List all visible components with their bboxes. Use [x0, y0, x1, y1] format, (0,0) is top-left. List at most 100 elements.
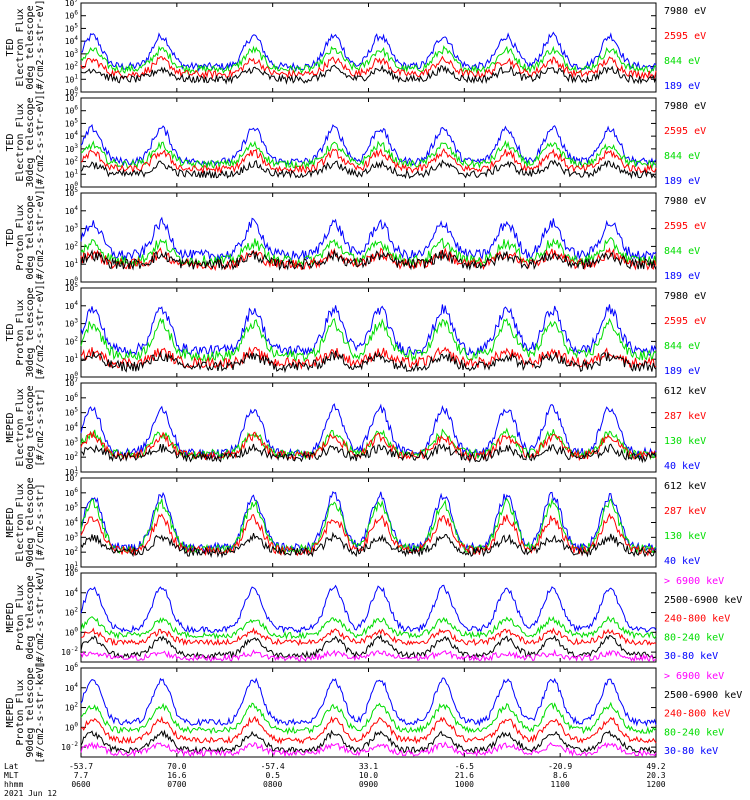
ylabel-4-3: [#/cm2-s-str-eV]: [35, 284, 46, 380]
ytick-label-6-5: 106: [65, 487, 79, 498]
ytick-label-5-3: 104: [65, 422, 79, 433]
ylabel-1-3: [#/cm2-s-str-eV]: [35, 0, 46, 96]
ylabel-8-2: 90deg telescope: [25, 667, 36, 757]
ytick-label-8-0: 10-2: [61, 741, 78, 752]
legend-8-1: 2500-6900 keV: [664, 690, 742, 701]
xtick-lat-3: 33.1: [359, 762, 378, 771]
date-label: 2021 Jun 12: [4, 789, 57, 798]
legend-5-3: 40 keV: [664, 461, 700, 472]
series-2-189-eV: [80, 124, 657, 167]
legend-6-2: 130 keV: [664, 531, 706, 542]
xtick-mlt-3: 10.0: [359, 771, 378, 780]
ylabel-2-1: Electron Flux: [15, 103, 26, 181]
ytick-label-5-0: 101: [65, 466, 79, 477]
ytick-label-1-2: 102: [65, 61, 79, 72]
series-6-130-keV: [80, 497, 657, 555]
series-2-7980-eV: [80, 159, 656, 180]
xtick-hhmm-3: 0900: [359, 780, 378, 789]
ylabel-6-2: 90deg telescope: [25, 477, 36, 567]
legend-8-4: 30-80 keV: [664, 746, 718, 757]
ylabel-3-2: 0deg telescope: [25, 195, 36, 279]
series-7-80-240-keV: [80, 615, 657, 640]
xtick-hhmm-2: 0800: [263, 780, 282, 789]
ytick-label-7-1: 100: [65, 626, 79, 637]
legend-2-0: 7980 eV: [664, 101, 706, 112]
series-8-30-80-keV: [80, 677, 657, 727]
ylabel-5-0: MEPED: [5, 412, 16, 442]
ytick-label-1-3: 103: [65, 48, 79, 59]
legend-7-2: 240-800 keV: [664, 614, 730, 625]
ytick-label-1-0: 100: [65, 86, 79, 97]
ylabel-8-0: MEPED: [5, 697, 16, 727]
ytick-label-1-6: 106: [65, 10, 79, 21]
ytick-label-5-2: 103: [65, 436, 79, 447]
xtick-lat-5: -20.9: [548, 762, 572, 771]
ylabel-6-3: [#/cm2-s-str]: [35, 483, 46, 561]
xrow-label-hhmm: hhmm: [4, 780, 23, 789]
legend-1-1: 2595 eV: [664, 31, 706, 42]
legend-3-1: 2595 eV: [664, 221, 706, 232]
xtick-mlt-6: 20.3: [646, 771, 665, 780]
ytick-label-3-0: 100: [65, 276, 79, 287]
ytick-label-2-6: 106: [65, 105, 79, 116]
series-1-2595-eV: [80, 55, 657, 80]
xtick-hhmm-5: 1100: [551, 780, 570, 789]
series-3-7980-eV: [80, 249, 657, 271]
ytick-label-2-0: 100: [65, 181, 79, 192]
legend-7-0: > 6900 keV: [664, 576, 724, 587]
ytick-label-4-0: 100: [65, 371, 79, 382]
legend-3-2: 844 eV: [664, 246, 700, 257]
series-4-7980-eV: [80, 350, 657, 374]
ylabel-1-1: Electron Flux: [15, 8, 26, 86]
xtick-mlt-1: 16.6: [167, 771, 186, 780]
ytick-label-6-6: 107: [65, 472, 79, 483]
series-4-189-eV: [80, 304, 657, 358]
ytick-label-2-5: 105: [65, 117, 79, 128]
ylabel-5-3: [#/cm2-s-str]: [35, 388, 46, 466]
ylabel-4-0: TED: [5, 323, 16, 341]
xtick-hhmm-4: 1000: [455, 780, 474, 789]
ylabel-7-2: 0deg telescope: [25, 575, 36, 659]
ytick-label-3-1: 101: [65, 258, 79, 269]
ytick-label-6-3: 104: [65, 517, 79, 528]
ytick-label-3-5: 105: [65, 187, 79, 198]
xtick-lat-4: -6.5: [455, 762, 474, 771]
series-7--6900-keV: [80, 648, 657, 663]
xtick-lat-1: 70.0: [167, 762, 186, 771]
ytick-label-5-4: 105: [65, 407, 79, 418]
ytick-label-5-5: 106: [65, 392, 79, 403]
series-3-189-eV: [80, 216, 657, 263]
ytick-label-1-7: 107: [65, 0, 79, 8]
legend-1-2: 844 eV: [664, 56, 700, 67]
ytick-label-1-5: 105: [65, 22, 79, 33]
legend-4-0: 7980 eV: [664, 291, 706, 302]
ytick-label-5-6: 107: [65, 377, 79, 388]
series-3-844-eV: [80, 236, 657, 268]
series-3-2595-eV: [80, 246, 657, 272]
ytick-label-1-1: 101: [65, 73, 79, 84]
legend-6-3: 40 keV: [664, 556, 700, 567]
series-8--6900-keV: [80, 741, 657, 758]
xtick-hhmm-1: 0700: [167, 780, 186, 789]
ytick-label-4-5: 105: [65, 282, 79, 293]
series-8-2500-6900-keV: [80, 729, 657, 755]
ytick-label-4-4: 104: [65, 300, 79, 311]
series-2-2595-eV: [80, 147, 657, 174]
xtick-mlt-5: 8.6: [553, 771, 568, 780]
legend-3-0: 7980 eV: [664, 196, 706, 207]
ytick-label-7-0: 10-2: [61, 646, 78, 657]
legend-2-2: 844 eV: [664, 151, 700, 162]
series-6-612-keV: [80, 531, 657, 559]
series-7-240-800-keV: [80, 627, 657, 647]
legend-6-0: 612 keV: [664, 481, 706, 492]
legend-1-3: 189 eV: [664, 81, 700, 92]
ytick-label-4-2: 102: [65, 335, 79, 346]
xrow-label-lat: Lat: [4, 762, 19, 771]
xtick-hhmm-0: 0600: [71, 780, 90, 789]
ylabel-6-0: MEPED: [5, 507, 16, 537]
xtick-mlt-0: 7.7: [74, 771, 89, 780]
ytick-label-7-4: 106: [65, 567, 79, 578]
panel-frame-3: [80, 192, 657, 283]
legend-8-3: 80-240 keV: [664, 727, 724, 738]
series-1-189-eV: [81, 31, 657, 73]
